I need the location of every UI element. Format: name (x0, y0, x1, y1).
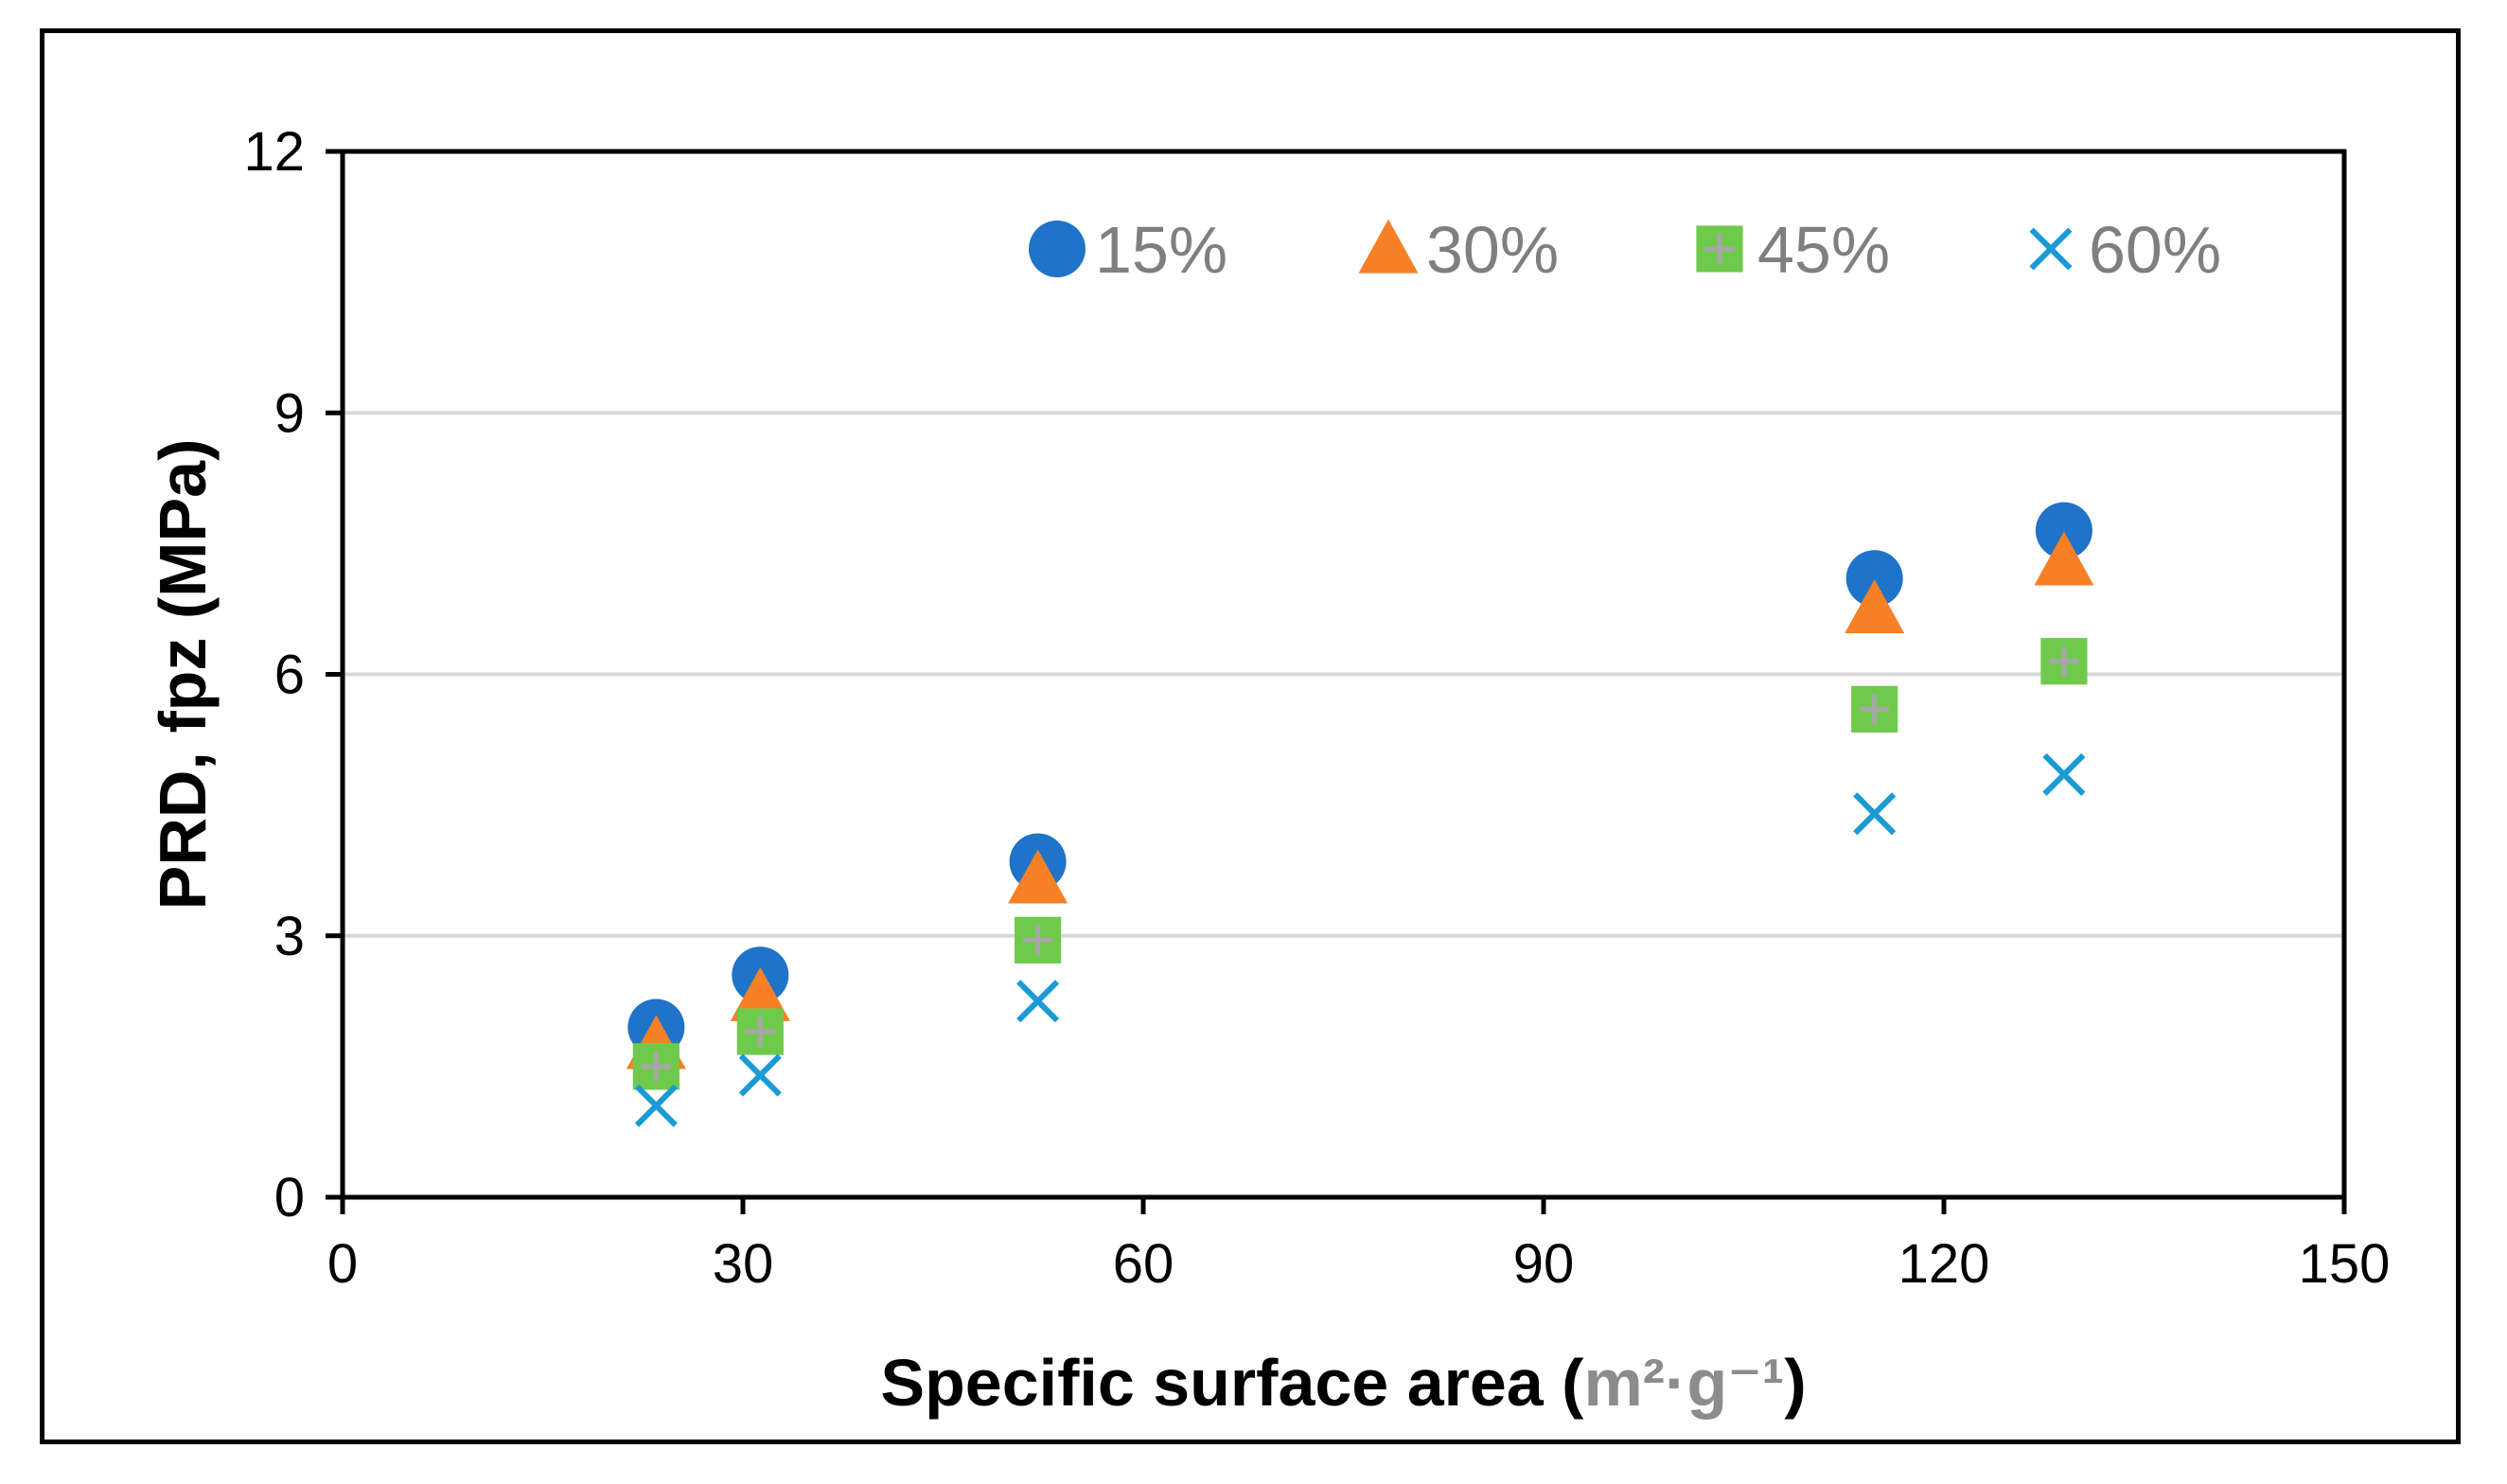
gridlines (343, 411, 2344, 938)
marker-60pct-point-2 (738, 1053, 782, 1097)
x-axis-title-main: Specific surface area ( (880, 1346, 1584, 1420)
legend-label-60pct: 60% (2089, 213, 2221, 287)
marker-60pct-point-1 (634, 1084, 678, 1127)
legend-label-15pct: 15% (1095, 213, 1227, 287)
marker-15pct-point-4 (1845, 550, 1903, 608)
x-tick-label-30: 30 (713, 1233, 774, 1295)
y-axis-title: PRD, fpz (MPa) (146, 439, 220, 910)
marker-30pct-point-4 (1845, 579, 1905, 634)
legend-marker-15pct (1029, 221, 1086, 277)
marker-30pct-point-3 (1008, 849, 1068, 904)
y-tick-label-9: 9 (274, 382, 305, 444)
marker-30pct-point-5 (2034, 531, 2094, 586)
marker-60pct-point-4 (1853, 792, 1897, 836)
marker-45pct-point-3 (1015, 916, 1062, 963)
marker-60pct-point-5 (2042, 752, 2086, 796)
scatter-chart: 0 3 6 9 12 0 30 60 90 120 150 15% 30% 45% 60% Specif… (146, 121, 2391, 1420)
x-tick-label-0: 0 (327, 1233, 358, 1295)
data-markers (626, 502, 2094, 1127)
legend-marker-60pct (2029, 227, 2073, 271)
legend-marker-45pct (1696, 225, 1743, 273)
x-axis-title: Specific surface area (m²·g⁻¹) (880, 1346, 1806, 1420)
x-tick-label-150: 150 (2299, 1233, 2391, 1295)
marker-45pct-point-1 (632, 1043, 680, 1090)
y-tick-label-6: 6 (274, 645, 305, 706)
marker-30pct-point-2 (730, 966, 790, 1021)
x-axis-tick-labels: 0 30 60 90 120 150 (327, 1233, 2391, 1295)
x-tick-label-90: 90 (1513, 1233, 1575, 1295)
x-axis-title-close: ) (1784, 1346, 1806, 1420)
y-axis-tick-labels: 0 3 6 9 12 (243, 121, 305, 1228)
y-tick-label-3: 3 (274, 906, 305, 967)
marker-15pct-point-5 (2035, 502, 2092, 559)
marker-60pct-point-3 (1016, 980, 1060, 1023)
marker-45pct-point-2 (736, 1008, 784, 1055)
legend-item-15pct: 15% (1029, 213, 1227, 287)
y-tick-label-12: 12 (243, 121, 305, 183)
marker-45pct-point-4 (1851, 685, 1898, 733)
legend-item-30pct: 30% (1358, 213, 1559, 287)
x-tick-label-60: 60 (1113, 1233, 1174, 1295)
x-axis-title-unit: m²·g⁻¹ (1583, 1346, 1784, 1420)
legend-item-45pct: 45% (1696, 213, 1890, 287)
y-tick-label-0: 0 (274, 1167, 305, 1228)
x-tick-label-120: 120 (1898, 1233, 1990, 1295)
chart-frame: 0 3 6 9 12 0 30 60 90 120 150 15% 30% 45% 60% Specif… (40, 28, 2461, 1444)
legend-item-60pct: 60% (2029, 213, 2221, 287)
legend-label-45pct: 45% (1757, 213, 1890, 287)
marker-45pct-point-5 (2040, 638, 2088, 685)
legend: 15% 30% 45% 60% (1029, 213, 2221, 287)
legend-marker-30pct (1358, 219, 1419, 274)
legend-label-30pct: 30% (1426, 213, 1559, 287)
axis-ticks (326, 149, 2347, 1214)
